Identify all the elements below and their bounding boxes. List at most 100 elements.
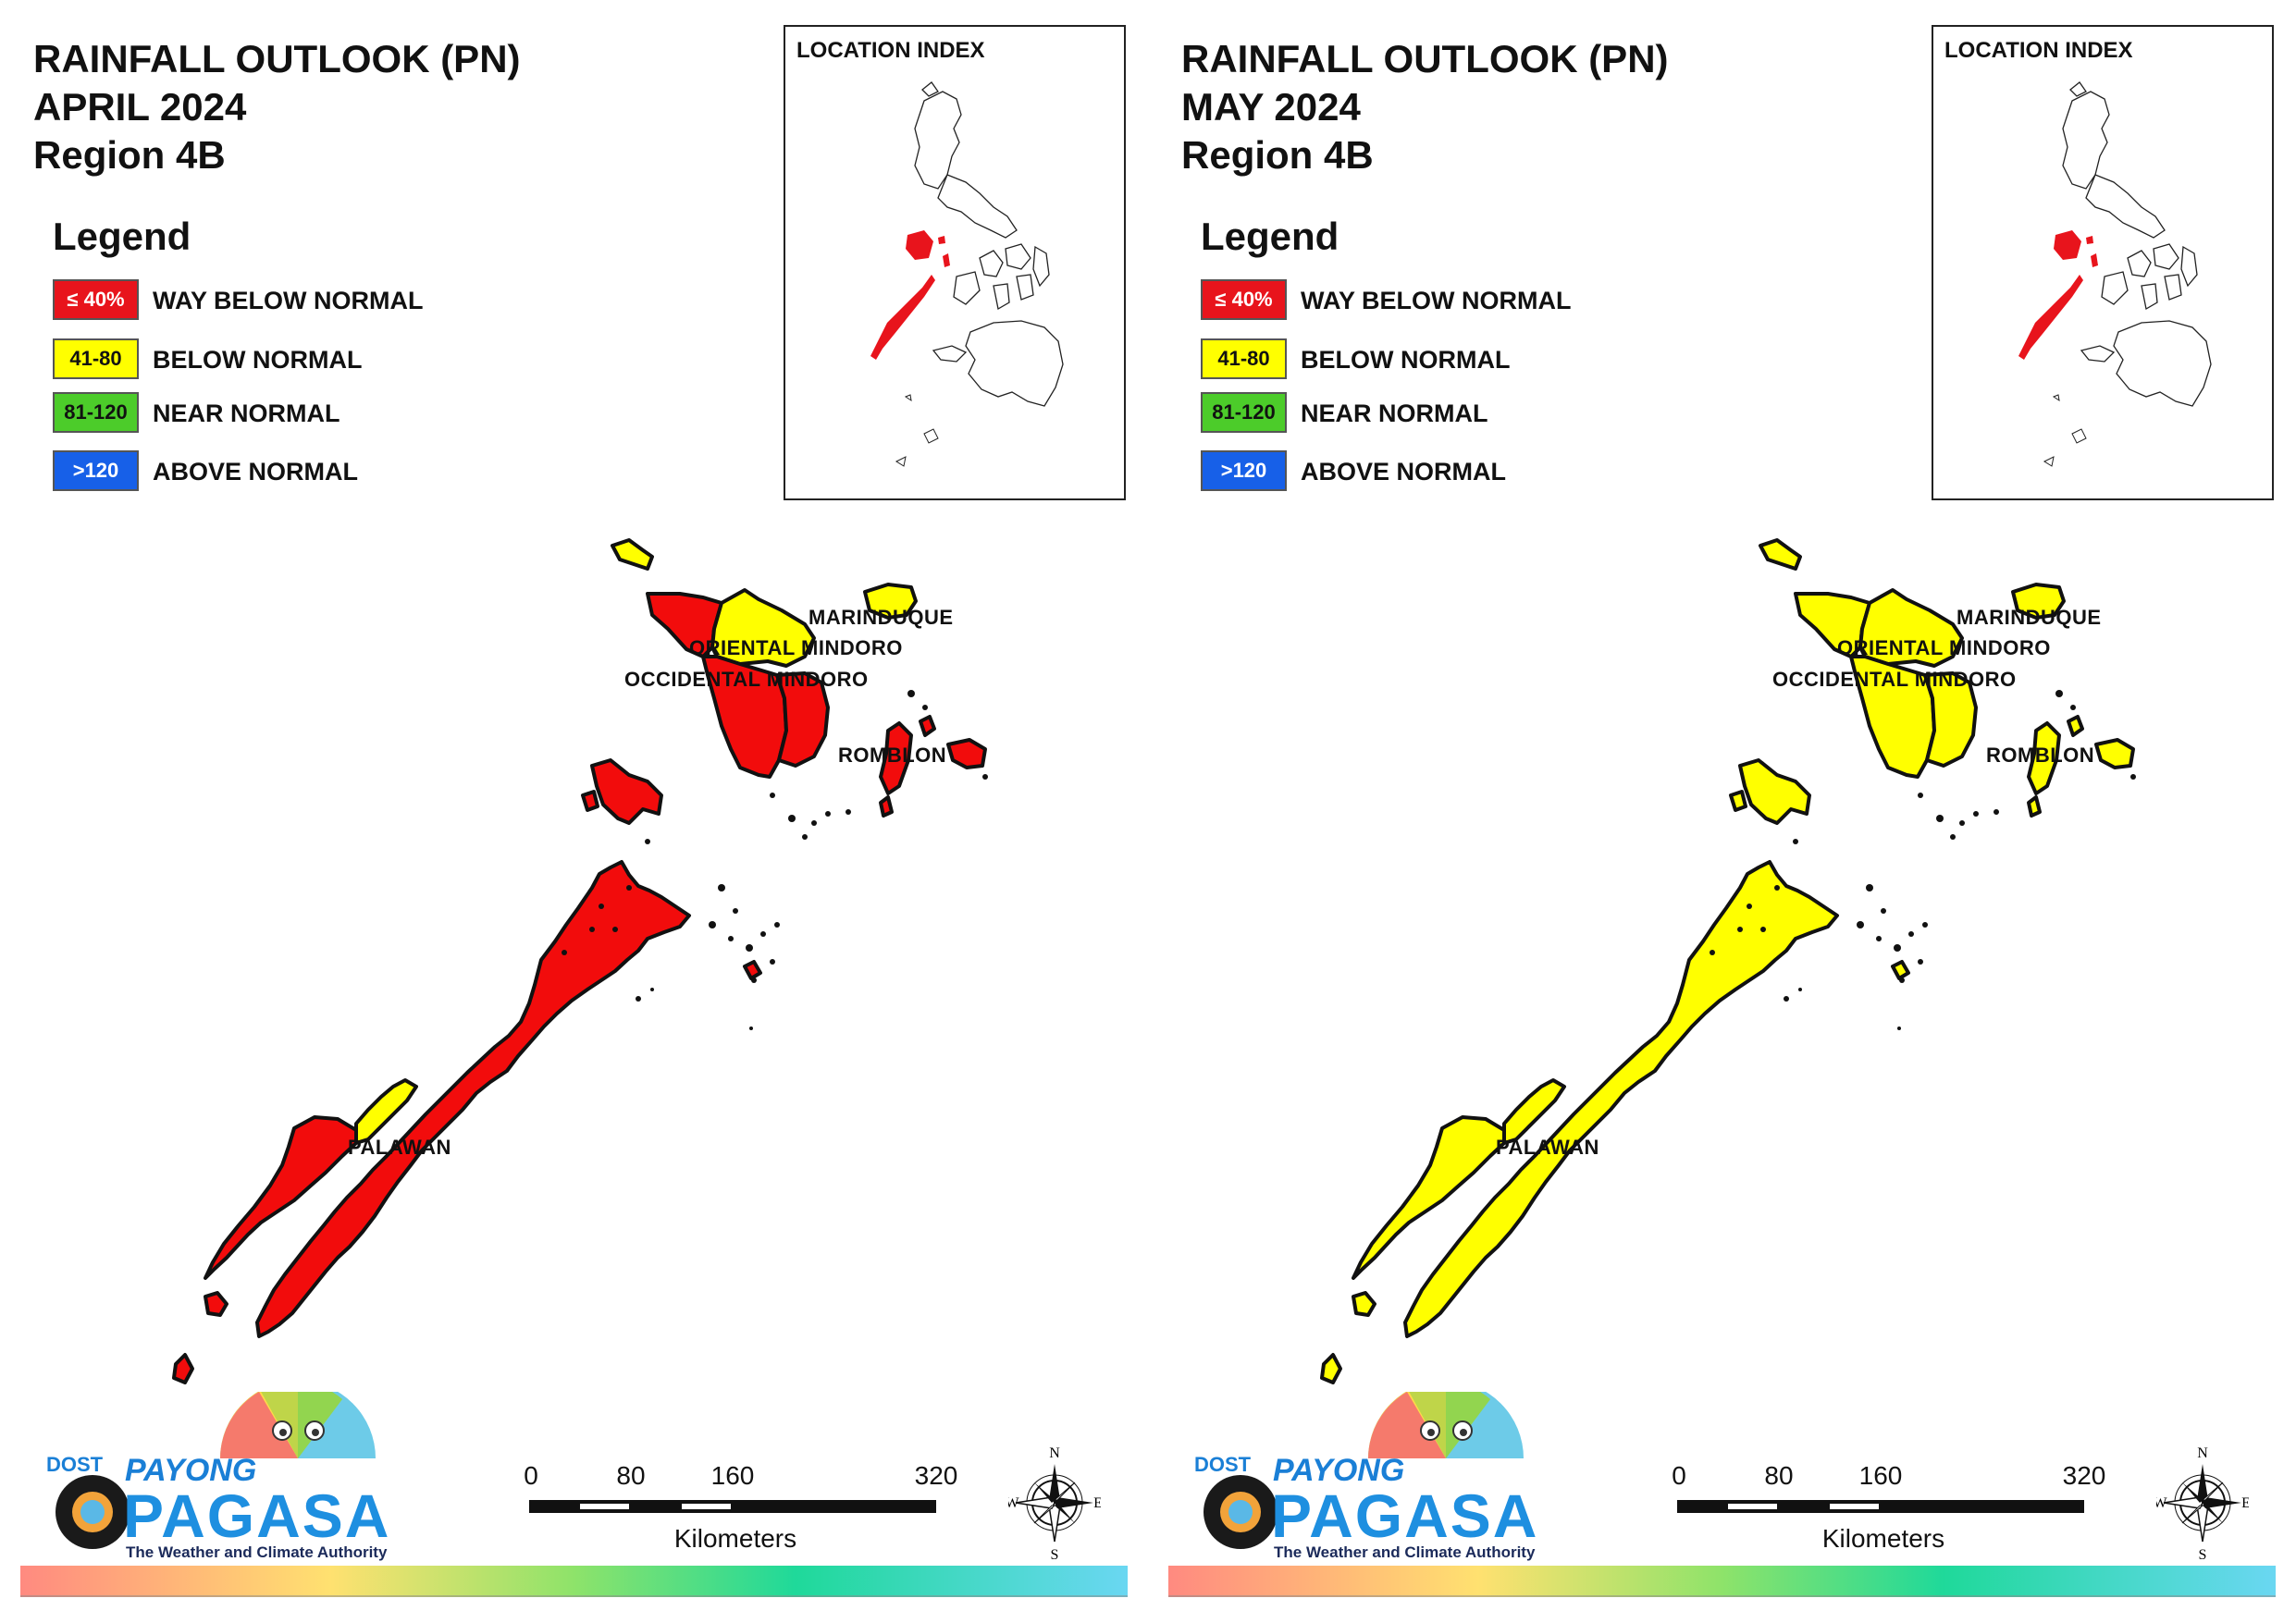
scale-unit-label: Kilometers <box>1821 1524 1945 1553</box>
oriental-mindoro-south <box>1923 671 1978 768</box>
may-outlook-panel: RAINFALL OUTLOOK (PN) MAY 2024 Region 4B… <box>1148 0 2296 1623</box>
scale-tick-160: 160 <box>710 1461 755 1490</box>
scale-bar-graphic <box>529 1500 936 1513</box>
title-month: APRIL 2024 <box>33 85 247 129</box>
palawan-north <box>1403 860 1839 1338</box>
scale-bar: 0 80 160 320 Kilometers <box>524 1461 957 1554</box>
region-4b-highlight <box>2018 230 2098 360</box>
balabac-islet <box>1320 1353 1342 1384</box>
legend-label: BELOW NORMAL <box>153 346 363 374</box>
scale-unit-label: Kilometers <box>673 1524 797 1553</box>
label-oriental-mindoro: ORIENTAL MINDORO <box>689 636 903 659</box>
romblon-tablas <box>2027 721 2061 795</box>
legend-swatch: 41-80 <box>1201 338 1287 379</box>
compass-e: E <box>1093 1495 1101 1511</box>
calamian-islet <box>1729 790 1747 812</box>
calamian-islands <box>1738 758 1811 825</box>
cuyo-island <box>1891 960 1910 980</box>
legend-swatch: ≤ 40% <box>53 279 139 320</box>
location-index-inset: LOCATION INDEX <box>784 25 1126 500</box>
romblon-islet <box>2027 795 2042 818</box>
legend-heading: Legend <box>53 215 191 258</box>
palawan-middle <box>354 1078 418 1145</box>
location-index-inset: LOCATION INDEX <box>1932 25 2274 500</box>
north-arrow-compass: N S W E <box>2153 1443 2250 1563</box>
oriental-mindoro-north <box>1858 588 1964 668</box>
label-occidental-mindoro: OCCIDENTAL MINDORO <box>1772 668 2017 691</box>
label-romblon: ROMBLON <box>838 744 946 767</box>
lubang-island <box>1759 538 1802 571</box>
logo-dost-text: DOST <box>1194 1453 1252 1476</box>
compass-rose-icon: N S W E <box>2153 1445 2250 1563</box>
oriental-mindoro-north <box>710 588 816 668</box>
compass-s: S <box>1051 1547 1059 1563</box>
romblon-tablas <box>879 721 913 795</box>
legend-heading: Legend <box>1201 215 1339 258</box>
label-oriental-mindoro: ORIENTAL MINDORO <box>1837 636 2051 659</box>
palawan-middle <box>1502 1078 1566 1145</box>
legend-swatch: ≤ 40% <box>1201 279 1287 320</box>
legend-swatch: >120 <box>1201 450 1287 491</box>
compass-rose-icon: N S W E <box>1005 1445 1102 1563</box>
logo-payong-text: PAYONG <box>125 1453 257 1488</box>
marinduque-island <box>863 583 918 620</box>
legend-swatch: >120 <box>53 450 139 491</box>
legend-label: WAY BELOW NORMAL <box>1301 287 1572 314</box>
title-line: RAINFALL OUTLOOK (PN) <box>1181 37 1669 80</box>
lubang-island <box>611 538 654 571</box>
legend-label: NEAR NORMAL <box>1301 400 1488 427</box>
umbrella-icon <box>56 1392 376 1549</box>
label-marinduque: MARINDUQUE <box>1957 606 2102 629</box>
legend-label: BELOW NORMAL <box>1301 346 1511 374</box>
legend-label: ABOVE NORMAL <box>1301 458 1506 486</box>
occidental-mindoro-south <box>1849 655 1936 779</box>
compass-w: W <box>1008 1495 1019 1511</box>
payong-pagasa-logo: DOST PAYONG PAGASA The Weather and Clima… <box>37 1392 389 1563</box>
title-region: Region 4B <box>33 133 226 177</box>
scattered-islets <box>562 690 988 1030</box>
location-index-title: LOCATION INDEX <box>1944 38 2133 63</box>
occidental-mindoro-south <box>701 655 788 779</box>
compass-e: E <box>2241 1495 2249 1511</box>
balabac-islet <box>172 1353 194 1384</box>
romblon-islet <box>2067 715 2084 737</box>
label-palawan: PALAWAN <box>348 1136 451 1159</box>
oriental-mindoro-south <box>775 671 830 768</box>
legend-swatch: 41-80 <box>53 338 139 379</box>
map-title: RAINFALL OUTLOOK (PN) MAY 2024 Region 4B <box>1181 35 1669 179</box>
label-romblon: ROMBLON <box>1986 744 2094 767</box>
scale-tick-320: 320 <box>914 1461 958 1490</box>
palawan-south <box>1352 1115 1506 1280</box>
april-outlook-panel: RAINFALL OUTLOOK (PN) APRIL 2024 Region … <box>20 25 1128 1597</box>
logo-pagasa-text: PAGASA <box>1271 1482 1539 1550</box>
romblon-sibuyan <box>946 738 987 769</box>
legend-swatch: 81-120 <box>1201 392 1287 433</box>
palawan-south <box>204 1115 358 1280</box>
compass-s: S <box>2199 1547 2207 1563</box>
label-marinduque: MARINDUQUE <box>809 606 954 629</box>
scattered-islets <box>1710 690 2136 1030</box>
legend-swatch: 81-120 <box>53 392 139 433</box>
scale-tick-160: 160 <box>1858 1461 1903 1490</box>
logo-tagline: The Weather and Climate Authority <box>1274 1543 1536 1561</box>
scale-bar: 0 80 160 320 Kilometers <box>1672 1461 2105 1554</box>
compass-n: N <box>1049 1445 1060 1461</box>
logo-tagline: The Weather and Climate Authority <box>126 1543 388 1561</box>
gradient-footer-bar <box>1168 1566 2276 1597</box>
label-occidental-mindoro: OCCIDENTAL MINDORO <box>624 668 869 691</box>
scale-tick-320: 320 <box>2062 1461 2106 1490</box>
compass-n: N <box>2197 1445 2208 1461</box>
cuyo-island <box>743 960 762 980</box>
scale-tick-80: 80 <box>616 1461 646 1490</box>
philippines-outline-map <box>870 81 1064 467</box>
romblon-islet <box>879 795 894 818</box>
legend-label: ABOVE NORMAL <box>153 458 358 486</box>
romblon-sibuyan <box>2094 738 2135 769</box>
legend-label: WAY BELOW NORMAL <box>153 287 424 314</box>
region-4b-map: MARINDUQUE ORIENTAL MINDORO OCCIDENTAL M… <box>172 538 988 1384</box>
scale-tick-0: 0 <box>524 1461 538 1490</box>
legend-label: NEAR NORMAL <box>153 400 340 427</box>
label-palawan: PALAWAN <box>1496 1136 1599 1159</box>
payong-pagasa-logo: DOST PAYONG PAGASA The Weather and Clima… <box>1185 1392 1537 1563</box>
title-region: Region 4B <box>1181 133 1374 177</box>
